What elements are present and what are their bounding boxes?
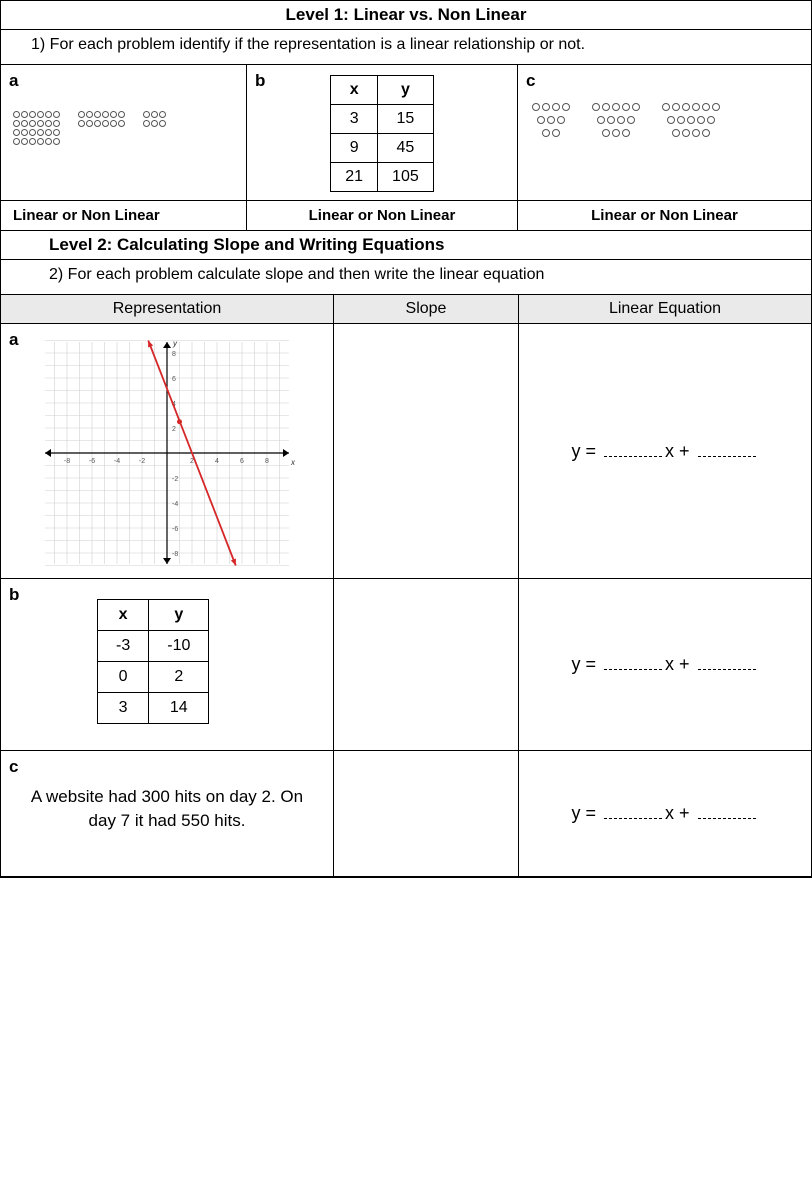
svg-text:4: 4 <box>215 458 219 465</box>
problem-1b: b xy31594521105 <box>247 65 518 200</box>
eq-prefix: y = <box>571 654 601 674</box>
worksheet: Level 1: Linear vs. Non Linear 1) For ea… <box>0 0 812 878</box>
blank-slope-a[interactable] <box>604 456 662 457</box>
eq-b-text: y = x + <box>571 654 758 675</box>
lnl-b[interactable]: Linear or Non Linear <box>247 201 518 230</box>
rep-a: a -8-6-4-224688642-2-4-6-8xy <box>1 324 334 578</box>
svg-text:8: 8 <box>265 458 269 465</box>
svg-text:8: 8 <box>172 351 176 358</box>
level2-instruction: 2) For each problem calculate slope and … <box>1 260 811 295</box>
label-2b: b <box>9 585 19 605</box>
header-slope: Slope <box>334 295 519 323</box>
label-a: a <box>9 71 18 91</box>
svg-text:-6: -6 <box>89 458 95 465</box>
graph-a: -8-6-4-224688642-2-4-6-8xy <box>37 334 297 572</box>
dot-pattern-a <box>13 111 238 145</box>
level1-problems-row: a b xy31594521105 c <box>1 65 811 201</box>
blank-intercept-a[interactable] <box>698 456 756 457</box>
svg-text:-4: -4 <box>172 501 178 508</box>
label-2a: a <box>9 330 18 350</box>
eq-mid: x + <box>665 654 695 674</box>
svg-text:2: 2 <box>172 426 176 433</box>
level2-row-c: c A website had 300 hits on day 2. On da… <box>1 751 811 877</box>
equation-c[interactable]: y = x + <box>519 751 811 876</box>
svg-text:-2: -2 <box>172 476 178 483</box>
eq-prefix: y = <box>571 441 601 461</box>
lnl-c[interactable]: Linear or Non Linear <box>518 201 811 230</box>
xy-table-2b: xy-3-1002314 <box>97 599 209 724</box>
svg-text:-4: -4 <box>114 458 120 465</box>
eq-prefix: y = <box>571 803 601 823</box>
level2-column-headers: Representation Slope Linear Equation <box>1 295 811 324</box>
label-2c: c <box>9 757 18 777</box>
svg-text:6: 6 <box>240 458 244 465</box>
rep-c: c A website had 300 hits on day 2. On da… <box>1 751 334 876</box>
equation-b[interactable]: y = x + <box>519 579 811 750</box>
linear-nonlinear-row: Linear or Non Linear Linear or Non Linea… <box>1 201 811 231</box>
eq-mid: x + <box>665 803 695 823</box>
level2-row-a: a -8-6-4-224688642-2-4-6-8xy y = x + <box>1 324 811 579</box>
xy-table-1b: xy31594521105 <box>330 75 434 192</box>
svg-text:-8: -8 <box>64 458 70 465</box>
svg-text:6: 6 <box>172 376 176 383</box>
eq-a-text: y = x + <box>571 441 758 462</box>
word-problem-c: A website had 300 hits on day 2. On day … <box>7 757 327 861</box>
svg-text:-6: -6 <box>172 526 178 533</box>
rep-b: b xy-3-1002314 <box>1 579 334 750</box>
problem-1a: a <box>1 65 247 200</box>
label-c: c <box>526 71 535 91</box>
svg-text:-8: -8 <box>172 551 178 558</box>
blank-slope-b[interactable] <box>604 669 662 670</box>
level2-title: Level 2: Calculating Slope and Writing E… <box>1 231 811 260</box>
blank-intercept-b[interactable] <box>698 669 756 670</box>
blank-intercept-c[interactable] <box>698 818 756 819</box>
slope-b-input[interactable] <box>334 579 519 750</box>
blank-slope-c[interactable] <box>604 818 662 819</box>
header-equation: Linear Equation <box>519 295 811 323</box>
header-representation: Representation <box>1 295 334 323</box>
eq-mid: x + <box>665 441 695 461</box>
problem-1c: c <box>518 65 811 200</box>
level1-title: Level 1: Linear vs. Non Linear <box>1 1 811 30</box>
dot-pattern-c <box>532 103 803 137</box>
slope-a-input[interactable] <box>334 324 519 578</box>
level1-instruction: 1) For each problem identify if the repr… <box>1 30 811 65</box>
lnl-a[interactable]: Linear or Non Linear <box>1 201 247 230</box>
equation-a[interactable]: y = x + <box>519 324 811 578</box>
svg-text:-2: -2 <box>139 458 145 465</box>
eq-c-text: y = x + <box>571 803 758 824</box>
label-b: b <box>255 71 265 91</box>
slope-c-input[interactable] <box>334 751 519 876</box>
level2-row-b: b xy-3-1002314 y = x + <box>1 579 811 751</box>
